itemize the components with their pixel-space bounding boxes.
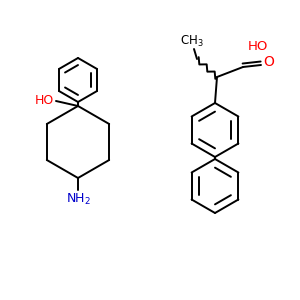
Text: CH$_3$: CH$_3$ bbox=[180, 34, 204, 49]
Text: O: O bbox=[264, 55, 274, 69]
Text: HO: HO bbox=[35, 94, 54, 107]
Text: HO: HO bbox=[248, 40, 268, 53]
Text: NH$_2$: NH$_2$ bbox=[65, 192, 91, 207]
